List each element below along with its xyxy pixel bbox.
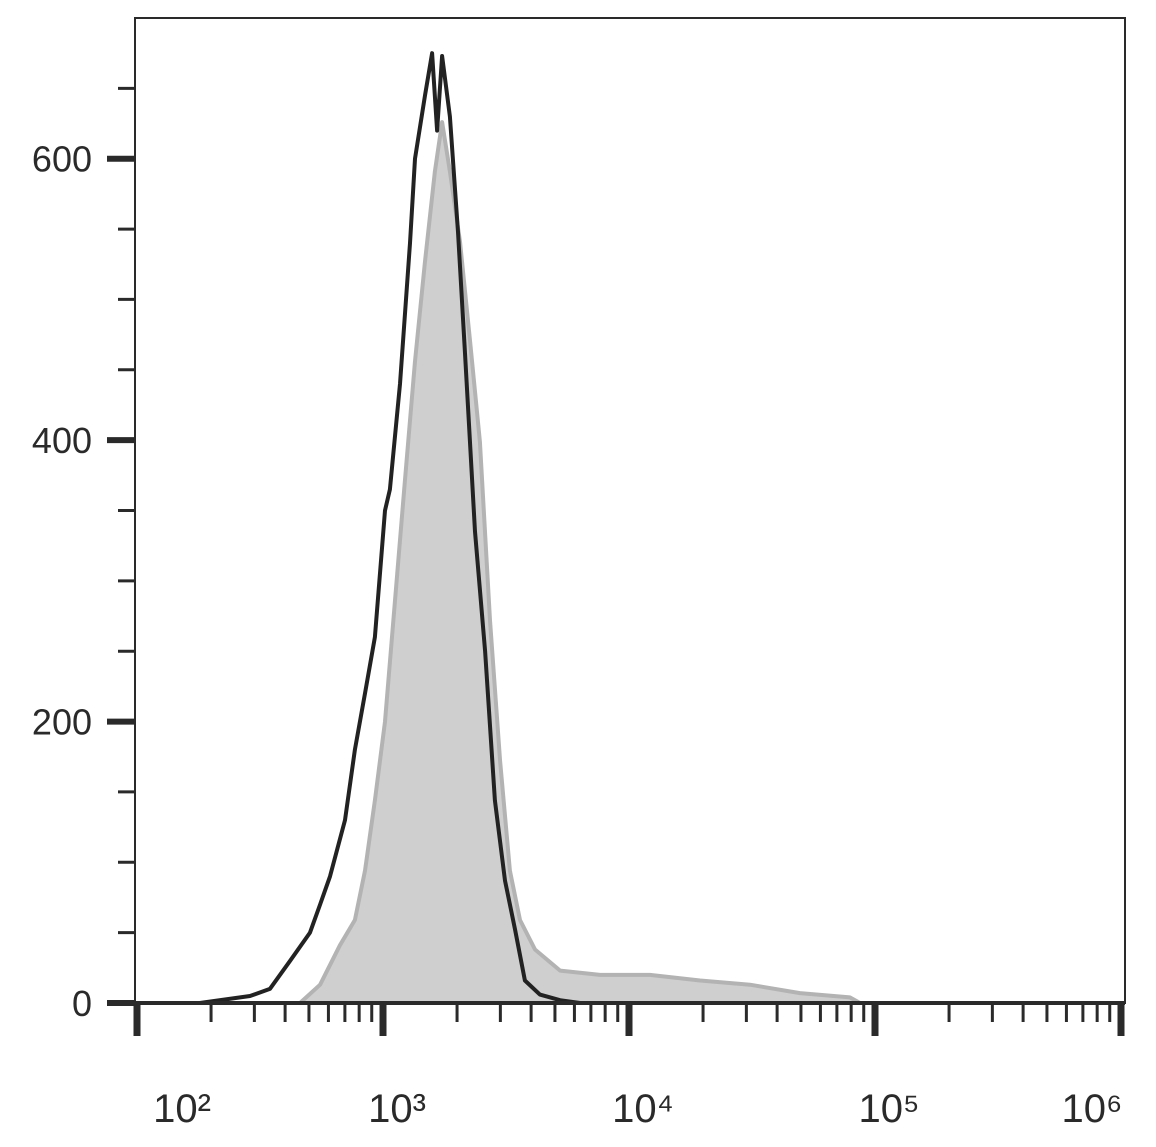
x-tick-label: 10² [153, 1087, 211, 1131]
x-tick-label: 10⁵ [858, 1087, 919, 1131]
y-tick-label: 600 [32, 139, 92, 180]
histogram-line [137, 51, 1121, 1005]
x-tick-label: 10³ [368, 1087, 426, 1131]
x-tick-label: 10⁴ [612, 1087, 674, 1131]
y-tick-label: 0 [72, 983, 92, 1024]
y-tick-label: 400 [32, 420, 92, 461]
histogram-area [135, 120, 1123, 1005]
plot-frame [134, 17, 1126, 1004]
y-tick-label: 200 [32, 702, 92, 743]
x-tick-label: 10⁶ [1062, 1087, 1123, 1131]
